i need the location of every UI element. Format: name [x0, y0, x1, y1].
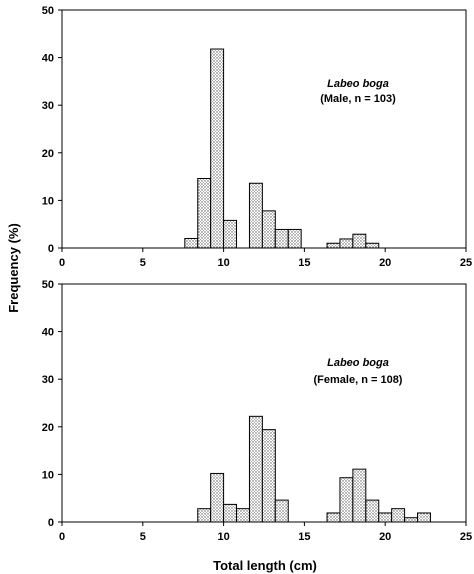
y-axis-title: Frequency (%) — [6, 223, 21, 313]
female-y-tick-label: 30 — [42, 374, 54, 386]
male-histogram-bar — [197, 178, 212, 249]
female-histogram-bar — [339, 477, 354, 523]
female-x-tick-label: 20 — [379, 531, 391, 543]
male-y-tick-label: 50 — [42, 5, 54, 17]
female-histogram-bar — [274, 499, 289, 523]
female-histogram-bar — [210, 472, 225, 523]
male-histogram-bar — [326, 242, 341, 249]
female-histogram-bar — [378, 512, 393, 523]
female-y-tick-label: 50 — [42, 279, 54, 291]
male-histogram-bar — [274, 228, 289, 249]
female-x-tick-label: 10 — [217, 531, 229, 543]
male-y-tick-label: 30 — [42, 100, 54, 112]
female-histogram-bar — [236, 508, 250, 523]
female-histogram-bar — [365, 499, 380, 523]
female-y-tick-label: 40 — [42, 327, 54, 339]
male-species-label: Labeo boga — [327, 78, 389, 90]
male-histogram-bar — [352, 233, 367, 249]
female-y-tick-label: 0 — [48, 517, 54, 529]
male-x-tick-label: 10 — [217, 257, 229, 269]
male-histogram-bar — [287, 228, 302, 249]
male-histogram-panel: 0 10 20 30 40 50 0 5 10 15 20 25 Labeo boga (Male, n … — [42, 5, 472, 269]
male-x-tick-label: 15 — [298, 257, 310, 269]
female-y-tick-label: 20 — [42, 422, 54, 434]
male-sample-label: (Male, n = 103) — [320, 93, 396, 105]
female-sample-label: (Female, n = 108) — [314, 374, 403, 386]
x-axis-title: Total length (cm) — [213, 558, 317, 573]
female-histogram-panel: 0 10 20 30 40 50 0 5 10 15 20 25 Labeo boga (Female, … — [42, 279, 472, 543]
female-y-tick-label: 10 — [42, 469, 54, 481]
male-histogram-bar — [210, 48, 225, 249]
female-species-label: Labeo boga — [327, 357, 389, 369]
male-histogram-bar — [339, 238, 354, 249]
female-histogram-bar — [223, 503, 238, 523]
female-histogram-bar — [326, 512, 341, 523]
male-histogram-bar — [365, 242, 380, 249]
female-histogram-bar — [352, 468, 367, 523]
female-x-tick-label: 25 — [460, 531, 472, 543]
male-y-tick-label: 20 — [42, 148, 54, 160]
female-histogram-bar — [417, 512, 431, 523]
male-histogram-bar — [248, 182, 263, 249]
male-x-tick-label: 0 — [59, 257, 65, 269]
female-x-tick-label: 15 — [298, 531, 310, 543]
male-x-tick-label: 5 — [140, 257, 146, 269]
female-x-tick-label: 0 — [59, 531, 65, 543]
female-histogram-bar — [197, 508, 212, 523]
male-histogram-bar — [184, 237, 199, 249]
female-histogram-bar — [261, 429, 276, 523]
male-x-tick-label: 20 — [379, 257, 391, 269]
female-histogram-bar — [391, 508, 406, 523]
female-histogram-bar — [248, 415, 263, 523]
female-histogram-bar — [404, 517, 419, 523]
male-y-tick-label: 0 — [48, 243, 54, 255]
male-histogram-bar — [223, 219, 238, 249]
male-y-tick-label: 10 — [42, 195, 54, 207]
male-x-tick-label: 25 — [460, 257, 472, 269]
male-y-tick-label: 40 — [42, 53, 54, 65]
male-histogram-bar — [261, 210, 276, 249]
female-x-tick-label: 5 — [140, 531, 146, 543]
